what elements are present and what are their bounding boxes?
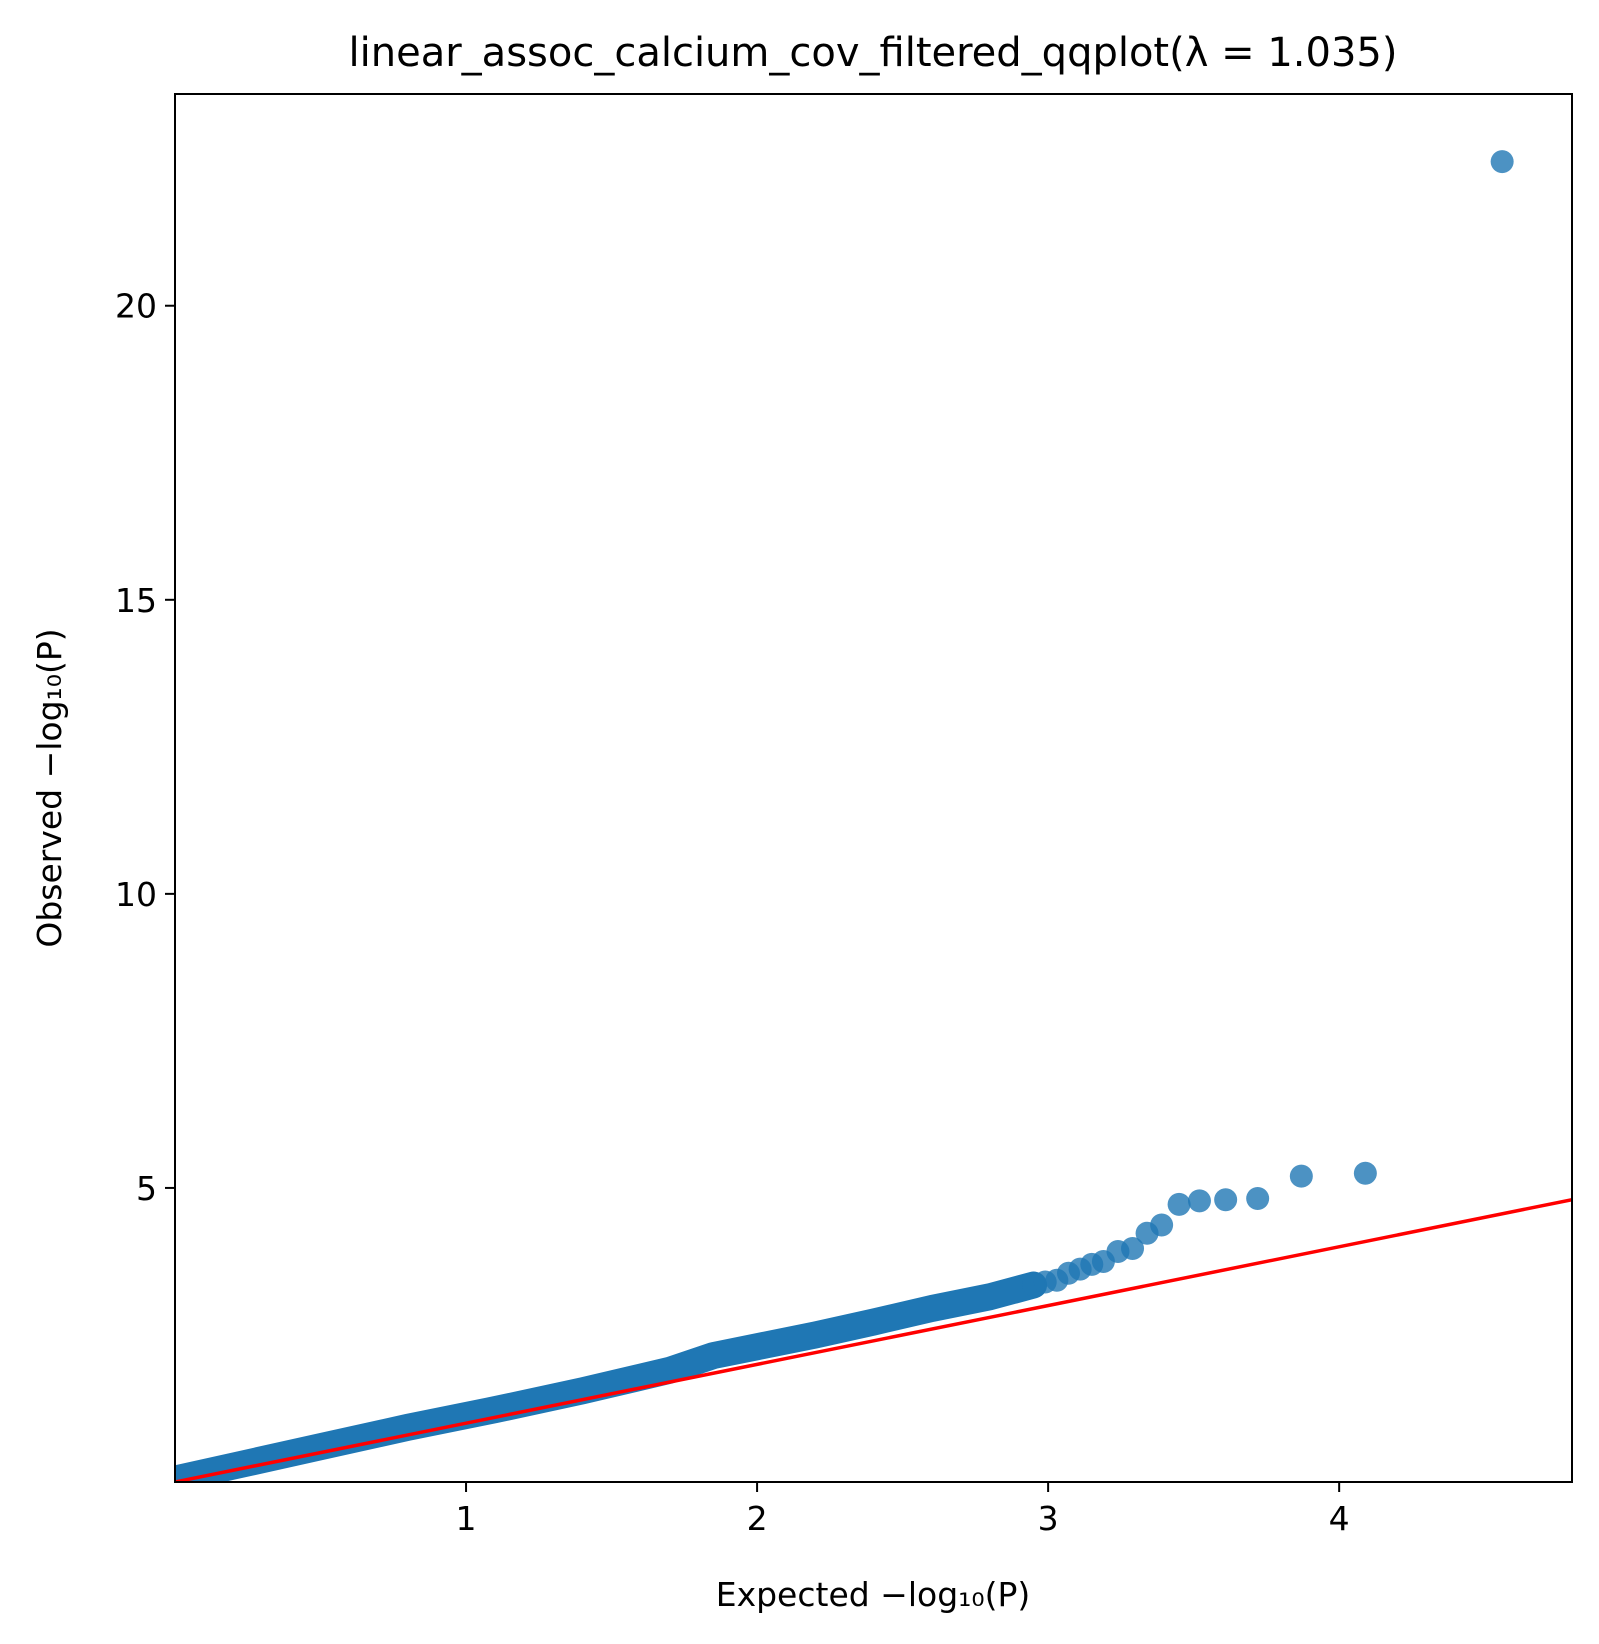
dense-band-mark — [175, 1271, 1048, 1482]
x-tick-label: 4 — [1329, 1499, 1350, 1538]
x-axis-ticks: 1 2 3 4 — [456, 1482, 1350, 1538]
data-point — [1135, 1221, 1159, 1245]
expected-line — [175, 1197, 1572, 1482]
y-tick-label: 5 — [136, 1169, 157, 1208]
y-axis-label: Observed −log₁₀(P) — [30, 628, 69, 947]
data-point — [1167, 1192, 1191, 1216]
data-point — [1022, 1273, 1046, 1297]
data-point — [1353, 1161, 1377, 1185]
x-tick-label: 1 — [456, 1499, 477, 1538]
data-point — [1246, 1187, 1270, 1211]
x-tick-label: 2 — [747, 1499, 768, 1538]
y-tick-label: 10 — [115, 875, 157, 914]
x-axis-label: Expected −log₁₀(P) — [716, 1575, 1031, 1614]
data-point — [1490, 150, 1514, 174]
y-tick-label: 20 — [115, 287, 157, 326]
data-point — [1214, 1188, 1238, 1212]
dense-points-band — [175, 1271, 1048, 1482]
data-point — [1289, 1164, 1313, 1188]
x-tick-label: 3 — [1038, 1499, 1059, 1538]
plot-frame — [174, 93, 1573, 1483]
data-point — [1187, 1189, 1211, 1213]
chart-title: linear_assoc_calcium_cov_filtered_qqplot… — [349, 30, 1398, 76]
points-layer — [1022, 150, 1514, 1297]
y-tick-label: 15 — [115, 581, 157, 620]
y-axis-ticks: 5 10 15 20 — [115, 287, 175, 1208]
expected-line-layer — [175, 1197, 1572, 1482]
